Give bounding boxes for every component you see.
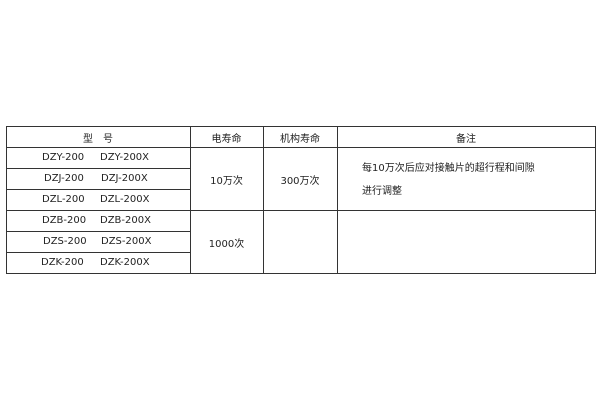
header-mechanical-life: 机构寿命 [280,133,320,145]
header-model: 型 号 [83,133,113,145]
column-divider [263,126,264,274]
electric-life-group-1: 10万次 [210,175,243,187]
row-divider [6,252,190,253]
group-divider [6,210,596,211]
column-divider [190,126,191,274]
table-border-top [6,126,596,127]
model-x: DZK-200X [100,257,150,268]
model: DZK-200 [41,257,84,268]
model-x: DZJ-200X [101,173,148,184]
header-electric-life: 电寿命 [211,133,242,145]
model-x: DZS-200X [101,236,152,247]
model: DZJ-200 [44,173,84,184]
model: DZL-200 [42,194,85,205]
model-x: DZY-200X [100,152,150,163]
column-divider [337,126,338,274]
table-border-left [6,126,7,274]
model-x: DZB-200X [100,215,151,226]
row-divider [6,189,190,190]
model: DZY-200 [42,152,85,163]
model: DZB-200 [42,215,87,226]
table-border-bottom [6,273,596,274]
model: DZS-200 [43,236,87,247]
note-line-1: 每10万次后应对接触片的超行程和间隙 [362,163,535,174]
row-divider [6,168,190,169]
header-notes: 备注 [456,133,476,145]
row-divider [6,231,190,232]
table-border-right [595,126,596,274]
model-x: DZL-200X [100,194,150,205]
mechanical-life: 300万次 [280,175,320,187]
electric-life-group-2: 1000次 [208,238,245,250]
note-line-2: 进行调整 [362,186,402,197]
header-divider [6,147,596,148]
